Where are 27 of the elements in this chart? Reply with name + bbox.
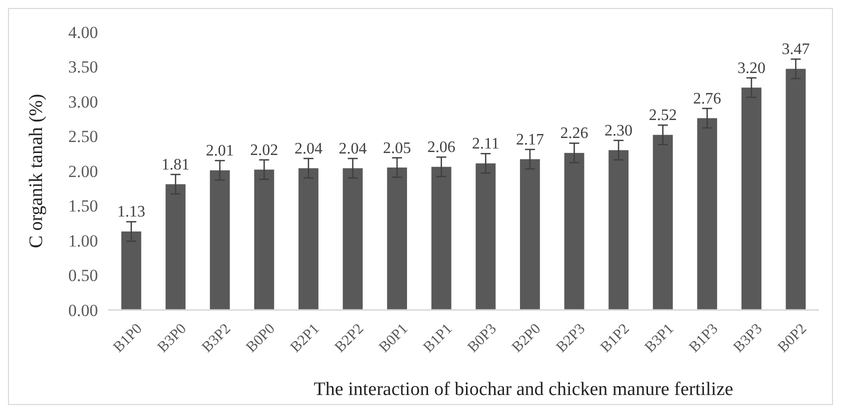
data-label: 1.81 bbox=[162, 156, 190, 174]
data-label: 2.02 bbox=[250, 142, 278, 159]
data-label: 1.13 bbox=[117, 204, 146, 221]
data-label: 2.05 bbox=[383, 140, 412, 157]
x-axis-title: The interaction of biochar and chicken manure fertilize bbox=[314, 379, 734, 400]
data-label: 2.30 bbox=[604, 122, 633, 140]
data-label: 2.01 bbox=[206, 142, 234, 160]
y-tick-label: 3.00 bbox=[68, 92, 98, 112]
data-label: 2.17 bbox=[516, 131, 544, 148]
data-label: 2.76 bbox=[693, 90, 722, 108]
data-label: 2.04 bbox=[294, 140, 322, 158]
data-label: 2.04 bbox=[338, 140, 367, 158]
data-label: 3.20 bbox=[737, 60, 766, 77]
y-tick-label: 0.00 bbox=[68, 300, 98, 320]
y-tick-label: 3.50 bbox=[68, 58, 98, 77]
data-label: 2.06 bbox=[427, 139, 456, 156]
data-label: 2.26 bbox=[560, 125, 588, 142]
y-tick-label: 0.50 bbox=[68, 266, 98, 286]
data-label: 3.47 bbox=[782, 41, 810, 58]
y-axis-title: C organik tanah (%) bbox=[26, 94, 47, 248]
y-tick-label: 4.00 bbox=[68, 22, 98, 42]
y-tick-label: 1.00 bbox=[68, 231, 98, 250]
data-label: 2.11 bbox=[472, 136, 500, 153]
y-tick-label: 2.50 bbox=[68, 127, 98, 146]
data-label: 2.52 bbox=[648, 107, 677, 124]
y-tick-label: 1.50 bbox=[68, 196, 98, 216]
y-tick-label: 2.00 bbox=[68, 162, 98, 181]
